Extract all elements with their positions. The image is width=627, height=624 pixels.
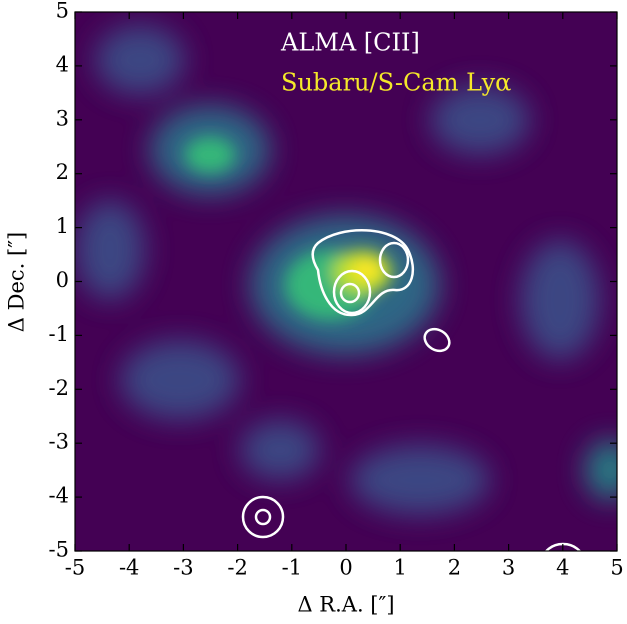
y-tick-label: -5	[49, 538, 69, 562]
legend-label: Subaru/S-Cam Lyα	[281, 69, 511, 97]
y-tick-label: 1	[56, 214, 69, 238]
y-tick-label: -2	[49, 376, 69, 400]
x-tick-label: -2	[227, 556, 247, 580]
x-tick-label: 3	[502, 556, 515, 580]
y-tick-label: 0	[56, 268, 69, 292]
x-tick-label: 2	[448, 556, 461, 580]
image-map	[75, 12, 617, 551]
y-tick-label: 2	[56, 160, 69, 184]
x-axis-label: Δ R.A. [″]	[297, 593, 394, 617]
y-axis-label: Δ Dec. [″]	[5, 232, 29, 332]
y-tick-label: -3	[49, 430, 69, 454]
y-tick-label: 4	[56, 52, 69, 76]
y-tick-label: -1	[49, 322, 69, 346]
x-tick-label: -3	[173, 556, 193, 580]
y-tick-label: 5	[56, 0, 69, 23]
x-tick-label: 5	[610, 556, 623, 580]
x-tick-label: -4	[119, 556, 139, 580]
y-tick-label: 3	[56, 106, 69, 130]
x-tick-label: -5	[65, 556, 85, 580]
x-tick-label: 1	[394, 556, 407, 580]
legend-label: ALMA [CII]	[280, 29, 420, 57]
x-tick-label: 4	[556, 556, 569, 580]
y-tick-label: -4	[49, 484, 69, 508]
x-tick-label: -1	[282, 556, 302, 580]
x-tick-label: 0	[339, 556, 352, 580]
